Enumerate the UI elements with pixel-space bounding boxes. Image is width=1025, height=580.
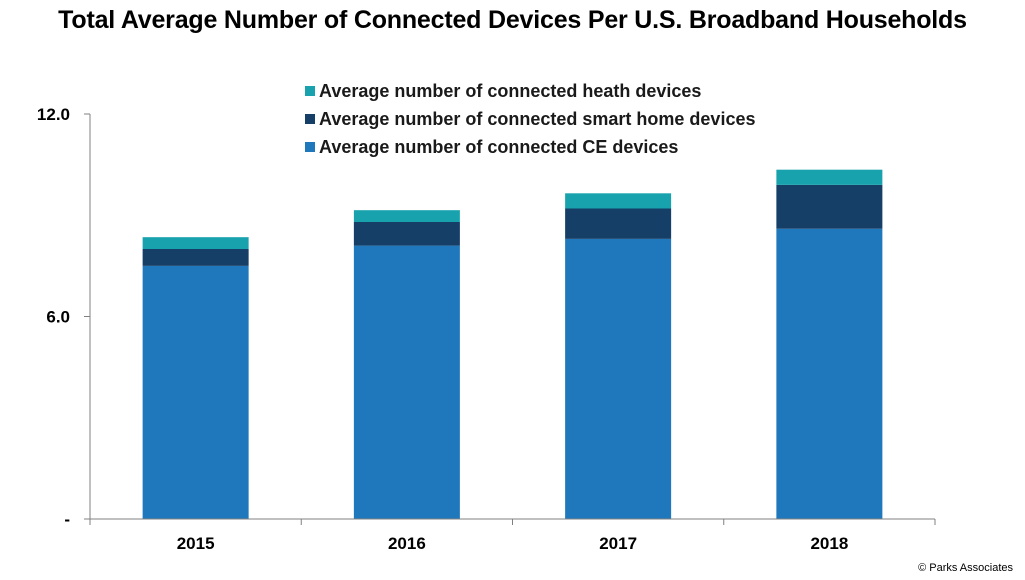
- bar-segment: [353, 210, 460, 222]
- bar-segment: [142, 237, 249, 249]
- y-tick-label: 12.0: [37, 105, 70, 124]
- bar-segment: [565, 193, 672, 209]
- x-tick-label: 2015: [177, 534, 215, 553]
- y-tick-label: 6.0: [46, 308, 70, 327]
- bar-segment: [142, 249, 249, 266]
- bar-segment: [353, 245, 460, 519]
- legend-label: Average number of connected heath device…: [319, 81, 701, 101]
- bar-segment: [776, 169, 883, 185]
- x-tick-label: 2017: [599, 534, 637, 553]
- bar-segment: [565, 208, 672, 239]
- legend: Average number of connected heath device…: [305, 81, 755, 157]
- bar-segment: [565, 238, 672, 519]
- credit-text: © Parks Associates: [918, 562, 1013, 574]
- bar-segment: [353, 222, 460, 246]
- bar-segment: [142, 265, 249, 519]
- bar-segment: [776, 228, 883, 519]
- x-tick-label: 2018: [810, 534, 848, 553]
- legend-label: Average number of connected CE devices: [319, 137, 678, 157]
- legend-swatch: [305, 86, 315, 96]
- x-axis: 2015 2016 2017 2018: [89, 518, 936, 553]
- legend-swatch: [305, 114, 315, 124]
- plot-area: [142, 169, 883, 519]
- bar-segment: [776, 184, 883, 229]
- y-tick-label: -: [64, 510, 70, 529]
- legend-swatch: [305, 142, 315, 152]
- x-tick-label: 2016: [388, 534, 426, 553]
- chart-title: Total Average Number of Connected Device…: [58, 6, 967, 34]
- y-axis: - 6.0 12.0: [37, 105, 91, 529]
- legend-label: Average number of connected smart home d…: [319, 109, 755, 129]
